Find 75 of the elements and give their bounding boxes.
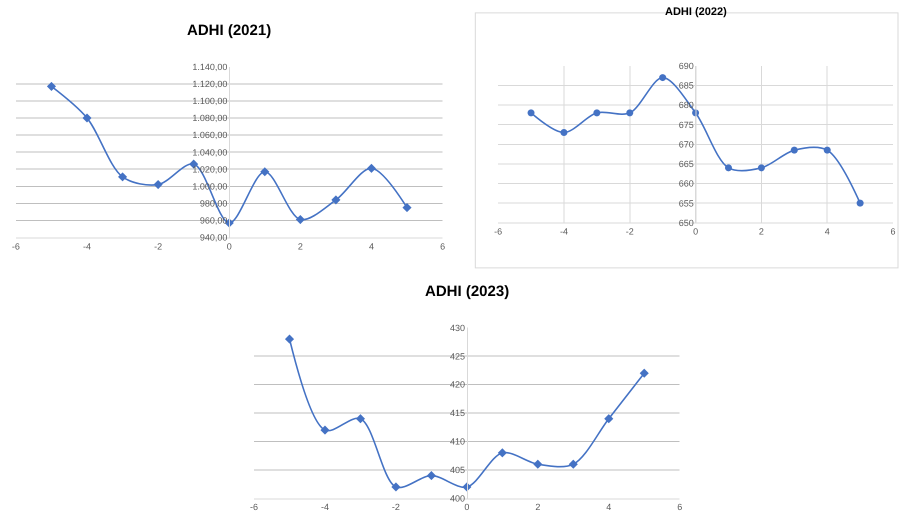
point [391,482,400,492]
point [356,414,366,424]
x-tick-label: 2 [535,502,540,512]
x-tick-label: 2 [758,226,764,237]
x-tick-label: 0 [464,502,470,512]
x-tick-label: 6 [440,241,446,252]
x-tick-label: 4 [824,226,830,237]
point [498,448,507,458]
y-tick-label: 400 [450,494,466,504]
x-tick-label: 0 [226,241,232,252]
point [856,200,864,207]
point [533,460,542,469]
y-tick-label: 690 [678,60,694,71]
x-tick-label: -6 [250,502,258,512]
point [82,113,92,123]
y-tick-label: 940,00 [200,232,228,243]
point [320,426,330,435]
y-tick-label: 1.060,00 [192,130,228,140]
point [560,129,568,136]
y-tick-label: 685 [678,80,694,91]
point [626,109,634,116]
point [758,164,765,172]
x-tick-label: 2 [298,241,303,252]
point [790,146,798,154]
y-tick-label: 1.080,00 [192,113,228,124]
point [296,214,305,224]
x-tick-label: 6 [677,502,682,512]
y-tick-label: 655 [678,198,694,208]
x-tick-label: -2 [154,241,162,252]
x-tick-label: -2 [626,226,634,237]
chart-title: ADHI (2022) [665,6,728,18]
y-tick-label: 425 [450,351,466,362]
point [331,195,340,204]
y-tick-label: 1.120,00 [192,79,228,90]
point [154,180,163,190]
point [366,164,376,173]
x-tick-label: 0 [693,226,698,237]
chart-title: ADHI (2021) [187,22,272,39]
y-tick-label: 1.040,00 [192,147,228,158]
x-tick-label: -2 [392,502,400,512]
point [46,82,56,91]
y-tick-label: 1.100,00 [192,96,228,106]
y-tick-label: 650 [678,218,694,228]
point [824,146,831,154]
point [593,109,600,116]
y-tick-label: 415 [450,408,466,418]
point [118,172,128,182]
y-tick-label: 405 [450,465,466,476]
x-tick-label: -4 [560,226,568,237]
point [568,460,578,469]
point [402,203,412,212]
y-tick-label: 665 [678,159,694,170]
x-tick-label: 4 [368,241,374,252]
y-tick-label: 660 [678,178,694,189]
y-tick-label: 420 [450,380,466,390]
point [659,74,666,82]
chart-title: ADHI (2023) [425,283,510,300]
x-tick-label: 6 [890,226,896,237]
y-tick-label: 430 [450,322,466,333]
point [284,334,294,344]
point [426,471,436,480]
x-tick-label: -4 [320,502,329,512]
point [528,109,535,116]
point [724,164,732,172]
x-tick-label: -6 [494,226,502,237]
y-tick-label: 410 [450,436,466,447]
x-tick-label: -4 [83,241,92,252]
point [604,414,614,424]
y-tick-label: 670 [678,139,694,150]
point [260,167,270,176]
point [640,368,649,378]
x-tick-label: 4 [606,502,612,512]
x-tick-label: -6 [12,241,20,252]
y-tick-label: 675 [678,120,694,130]
y-tick-label: 1.140,00 [192,62,228,72]
